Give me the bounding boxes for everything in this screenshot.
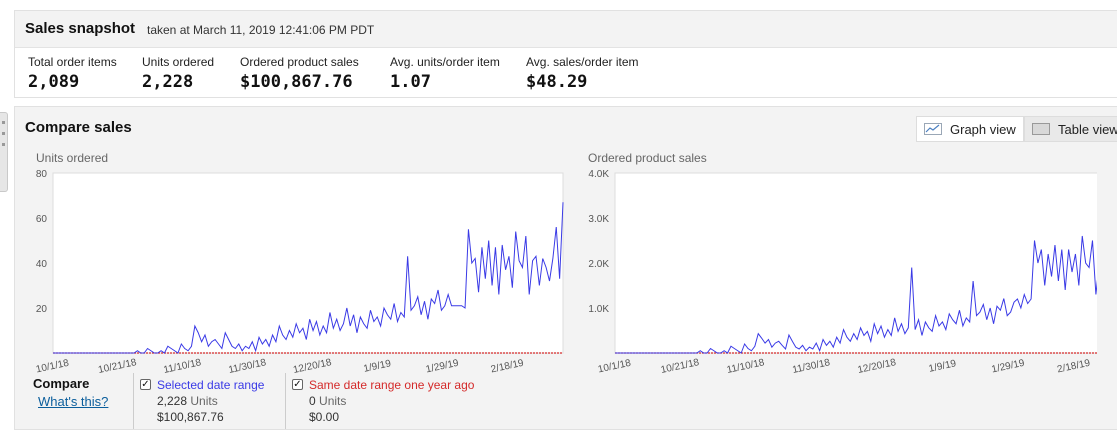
units-chart-x-tick-label: 1/29/19 (425, 358, 460, 373)
ordered-product-sales-chart: 1.0K 2.0K 3.0K 4.0K 10/1/18 10/21/18 11/10/18 1… (588, 169, 1097, 373)
table-view-label: Table view (1058, 122, 1117, 137)
line-chart-icon (924, 123, 942, 135)
selected-units-value: 2,228 (157, 394, 188, 408)
previous-range-units: 0 Units (309, 394, 346, 408)
units-chart-title: Units ordered (36, 151, 109, 165)
units-chart-x-tick-label: 12/20/18 (292, 357, 333, 373)
sales-chart-y-tick-label: 3.0K (588, 214, 609, 225)
graph-view-button[interactable]: Graph view (916, 116, 1024, 142)
legend-compare-label: Compare (33, 376, 90, 391)
whats-this-link[interactable]: What's this? (38, 394, 109, 409)
sales-chart-x-tick-label: 10/21/18 (660, 357, 701, 373)
units-ordered-chart: 20 40 60 80 10/1/18 10/21/18 11/10/18 11/30/18 1… (35, 169, 564, 373)
legend-divider (133, 373, 134, 429)
selected-range-units: 2,228 Units (157, 394, 218, 408)
metric-value: 1.07 (390, 72, 431, 92)
selected-units-suffix: Units (190, 394, 218, 408)
metric-value: 2,228 (142, 72, 194, 92)
metric-ordered-product-sales: Ordered product sales $100,867.76 (240, 55, 359, 92)
metric-label: Units ordered (142, 55, 215, 69)
metric-avg-units-per-order-item: Avg. units/order item 1.07 (390, 55, 500, 92)
selected-range-sales: $100,867.76 (157, 410, 224, 424)
table-view-button[interactable]: Table view (1024, 116, 1117, 142)
units-chart-series-selected-range (53, 202, 564, 354)
sales-chart-x-tick-label: 1/9/19 (928, 358, 958, 373)
metric-value: $100,867.76 (240, 72, 353, 92)
units-chart-y-tick-label: 80 (36, 169, 48, 180)
previous-units-suffix: Units (319, 394, 347, 408)
previous-units-value: 0 (309, 394, 316, 408)
selected-range-name: Selected date range (157, 378, 265, 392)
compare-sales-panel: Compare sales Graph view Table view Unit… (14, 106, 1117, 430)
metric-total-order-items: Total order items 2,089 (28, 55, 117, 92)
snapshot-header: Sales snapshot taken at March 11, 2019 1… (15, 11, 1117, 48)
sales-chart-x-tick-label: 2/18/19 (1056, 358, 1091, 373)
units-chart-plot-area (52, 172, 564, 354)
units-chart-x-tick-label: 10/21/18 (97, 357, 138, 373)
units-chart-x-tick-label: 11/10/18 (163, 357, 203, 373)
sales-chart-x-tick-label: 10/1/18 (597, 358, 632, 373)
metric-units-ordered: Units ordered 2,228 (142, 55, 214, 92)
sales-chart-x-tick-label: 12/20/18 (857, 357, 898, 373)
metric-label: Avg. units/order item (390, 55, 500, 69)
sales-chart-x-tick-label: 11/10/18 (726, 357, 766, 373)
units-chart-y-tick-label: 60 (36, 214, 48, 225)
selected-range-checkbox[interactable]: ✓ (140, 379, 151, 390)
units-chart-x-tick-label: 11/30/18 (228, 357, 268, 373)
sales-chart-x-tick-label: 1/29/19 (991, 358, 1026, 373)
metric-value: 2,089 (28, 72, 80, 92)
metric-value: $48.29 (526, 72, 588, 92)
legend-divider (285, 373, 286, 429)
units-chart-y-tick-label: 20 (36, 304, 48, 315)
sales-chart-x-tick-label: 11/30/18 (791, 357, 831, 373)
metric-label: Ordered product sales (240, 55, 359, 69)
side-feedback-tab[interactable] (0, 112, 8, 192)
graph-view-label: Graph view (950, 122, 1016, 137)
previous-range-checkbox[interactable]: ✓ (292, 379, 303, 390)
table-icon (1032, 123, 1050, 135)
sales-chart-plot-area (614, 172, 1097, 354)
sales-snapshot-panel: Sales snapshot taken at March 11, 2019 1… (14, 10, 1117, 98)
previous-range-sales: $0.00 (309, 410, 340, 424)
units-chart-y-tick-label: 40 (36, 259, 48, 270)
sales-chart-y-tick-label: 1.0K (588, 304, 609, 315)
metric-avg-sales-per-order-item: Avg. sales/order item $48.29 (526, 55, 639, 92)
sales-chart-y-tick-label: 2.0K (588, 259, 609, 270)
compare-sales-title: Compare sales (25, 119, 132, 136)
units-chart-x-tick-label: 10/1/18 (35, 358, 70, 373)
units-chart-x-tick-label: 1/9/19 (363, 358, 393, 373)
sales-chart-series-selected-range (615, 235, 1097, 354)
units-chart-x-tick-label: 2/18/19 (490, 358, 525, 373)
sales-chart-y-tick-label: 4.0K (588, 169, 609, 180)
metric-label: Total order items (28, 55, 117, 69)
previous-range-name: Same date range one year ago (309, 378, 475, 392)
metric-label: Avg. sales/order item (526, 55, 639, 69)
snapshot-timestamp: taken at March 11, 2019 12:41:06 PM PDT (147, 23, 375, 37)
sales-chart-title: Ordered product sales (588, 151, 707, 165)
snapshot-title: Sales snapshot (25, 20, 136, 37)
